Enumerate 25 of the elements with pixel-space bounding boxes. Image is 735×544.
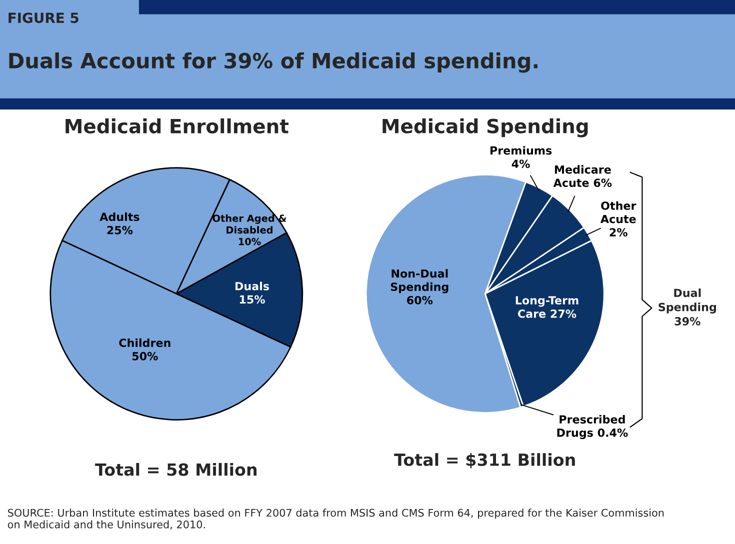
- source-note: SOURCE: Urban Institute estimates based on FFY 2007 data from MSIS and CMS Form 64, prepared for the Kaiser Commission on Medicaid and the Uninsured, 2010.: [8, 508, 664, 530]
- text: Dual Spending 39%: [658, 288, 716, 326]
- slice-label: Long-Term Care 27%: [516, 296, 578, 318]
- text: Total = 58 Million: [95, 462, 257, 476]
- text: Duals Account for 39% of Medicaid spending.: [9, 52, 538, 73]
- slice-label: Other Acute: [600, 201, 636, 224]
- chart-title: Medicaid Enrollment: [66, 118, 289, 134]
- text: Total = $311 Billion: [394, 453, 575, 468]
- slice-label: Children: [119, 338, 170, 348]
- slice-label: Adults: [100, 212, 140, 222]
- chart-title: Medicaid Spending: [382, 118, 588, 138]
- data-label: 4%: [512, 160, 530, 168]
- slice-label: Premiums: [490, 146, 552, 155]
- slice-label: Prescribed Drugs 0.4%: [557, 414, 628, 440]
- slice-label: Non-Dual Spending: [390, 269, 448, 294]
- data-label: 15%: [240, 295, 265, 304]
- slice-label: Other Aged & Disabled: [212, 214, 286, 234]
- slice-label: Duals: [235, 282, 269, 290]
- data-label: 60%: [407, 296, 433, 304]
- data-label: 50%: [132, 352, 158, 360]
- data-label: 25%: [107, 226, 133, 234]
- caption: FIGURE 5: [8, 12, 78, 24]
- data-label: 2%: [610, 228, 628, 236]
- slice-label: Medicare Acute 6%: [553, 165, 612, 188]
- data-label: 10%: [238, 238, 261, 246]
